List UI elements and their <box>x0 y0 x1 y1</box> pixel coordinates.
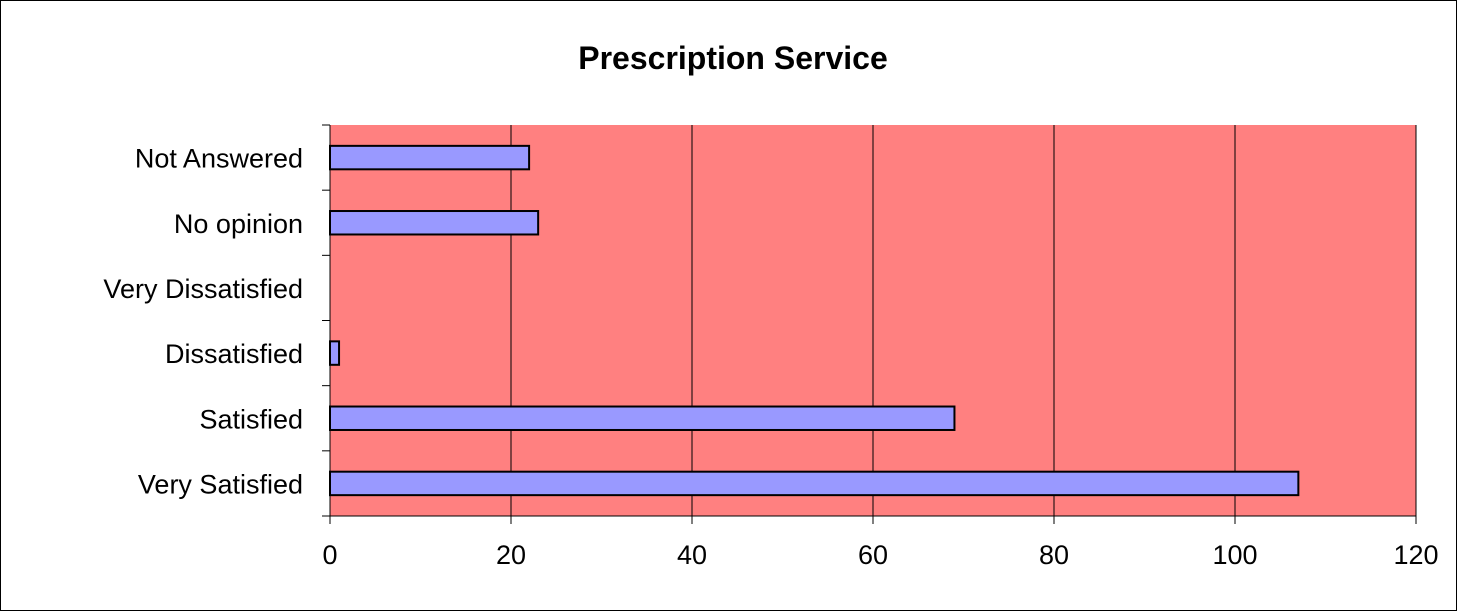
category-label-not-answered: Not Answered <box>135 144 303 174</box>
category-label-no-opinion: No opinion <box>174 209 303 239</box>
bar-not-answered <box>329 144 531 171</box>
x-tick-label-100: 100 <box>1212 540 1257 570</box>
bar-no-opinion <box>329 210 540 236</box>
x-tick-labels: 0 20 40 60 80 100 120 <box>322 540 1438 570</box>
bar-dissatisfied <box>329 340 341 366</box>
x-tick-label-80: 80 <box>1039 540 1069 570</box>
x-tick-label-40: 40 <box>677 540 707 570</box>
category-label-satisfied: Satisfied <box>199 404 303 434</box>
x-tick-label-20: 20 <box>496 540 526 570</box>
gridlines <box>510 125 1417 516</box>
bar-very-satisfied <box>329 470 1300 497</box>
x-tick-label-120: 120 <box>1393 540 1438 570</box>
category-label-very-satisfied: Very Satisfied <box>138 469 303 499</box>
x-tick-label-60: 60 <box>858 540 888 570</box>
x-tick-label-0: 0 <box>322 540 337 570</box>
axes <box>322 124 1417 524</box>
bar-satisfied <box>329 405 956 431</box>
bars <box>329 144 1300 497</box>
chart-title: Prescription Service <box>578 40 887 76</box>
category-label-very-dissatisfied: Very Dissatisfied <box>103 274 303 304</box>
category-labels: Not Answered No opinion Very Dissatisfied D… <box>103 144 303 500</box>
category-label-dissatisfied: Dissatisfied <box>165 339 303 369</box>
